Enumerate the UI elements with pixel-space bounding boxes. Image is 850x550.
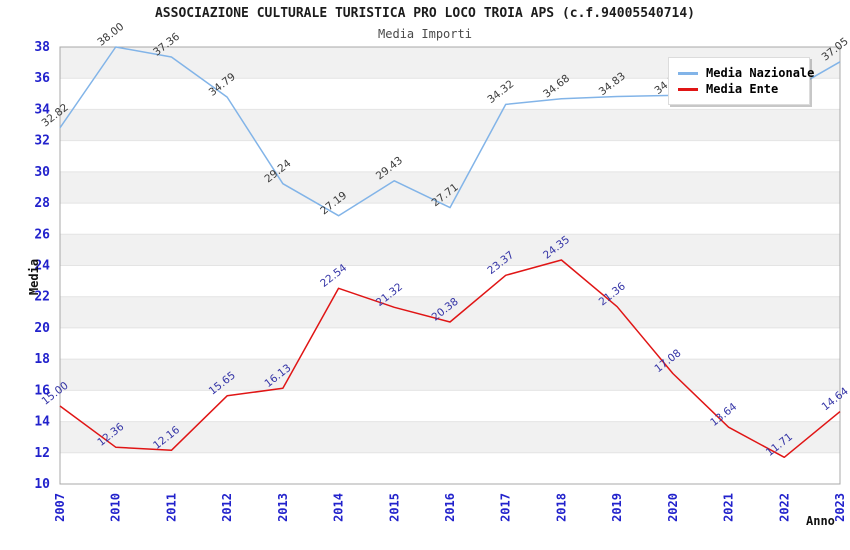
legend-box: Media Nazionale Media Ente <box>668 57 814 105</box>
plot-band <box>60 140 840 172</box>
x-tick-label: 2010 <box>109 493 123 522</box>
y-tick-label: 30 <box>34 165 50 180</box>
x-tick-label: 2023 <box>833 493 847 522</box>
x-tick-label: 2019 <box>610 493 624 522</box>
y-tick-label: 24 <box>34 259 50 274</box>
series-line-media-ente <box>59 259 841 459</box>
plot-band <box>60 109 840 141</box>
y-tick-label: 14 <box>34 415 50 430</box>
plot-border <box>59 46 841 485</box>
y-tick-label: 10 <box>34 477 50 492</box>
x-tick-label: 2007 <box>53 493 67 522</box>
x-tick-label: 2018 <box>554 493 568 522</box>
x-tick-label: 2022 <box>777 493 791 522</box>
plot-band <box>60 452 840 484</box>
legend-item-label: Media Ente <box>706 82 779 96</box>
legend-item-media-nazionale: Media Nazionale <box>678 65 814 81</box>
plot-band <box>60 265 840 297</box>
legend-item-media-ente: Media Ente <box>678 81 800 97</box>
legend-swatch-line-icon <box>678 87 698 91</box>
y-tick-label: 34 <box>34 102 50 117</box>
x-tick-label: 2013 <box>276 493 290 522</box>
plot-band <box>60 421 840 453</box>
x-tick-label: 2015 <box>387 493 401 522</box>
y-tick-label: 32 <box>34 134 50 149</box>
y-axis-title: Media <box>27 258 42 296</box>
legend-item-label: Media Nazionale <box>706 66 815 80</box>
y-tick-label: 16 <box>34 383 50 398</box>
y-tick-label: 12 <box>34 446 50 461</box>
x-tick-label: 2020 <box>666 493 680 522</box>
y-tick-label: 38 <box>34 40 50 55</box>
plot-band <box>60 390 840 422</box>
plot-band <box>60 171 840 204</box>
x-tick-label: 2012 <box>220 493 234 522</box>
y-tick-label: 20 <box>34 321 50 336</box>
x-tick-label: 2014 <box>332 493 346 522</box>
y-tick-label: 22 <box>34 290 50 305</box>
y-tick-label: 26 <box>34 227 50 242</box>
y-tick-label: 18 <box>34 352 50 367</box>
plot-band <box>60 234 840 266</box>
y-tick-label: 28 <box>34 196 50 211</box>
plot-band <box>60 359 840 391</box>
x-axis-title: Anno <box>806 514 835 528</box>
plot-band <box>60 327 840 360</box>
y-tick-label: 36 <box>34 71 50 86</box>
chart-subtitle: Media Importi <box>378 27 472 41</box>
x-tick-label: 2021 <box>722 493 736 522</box>
value-label: 38.00 <box>95 21 126 49</box>
legend-swatch-line-icon <box>678 71 698 75</box>
chart-title: ASSOCIAZIONE CULTURALE TURISTICA PRO LOC… <box>154 6 696 21</box>
x-tick-label: 2016 <box>443 493 457 522</box>
x-tick-label: 2011 <box>164 493 178 522</box>
x-tick-label: 2017 <box>499 493 513 522</box>
